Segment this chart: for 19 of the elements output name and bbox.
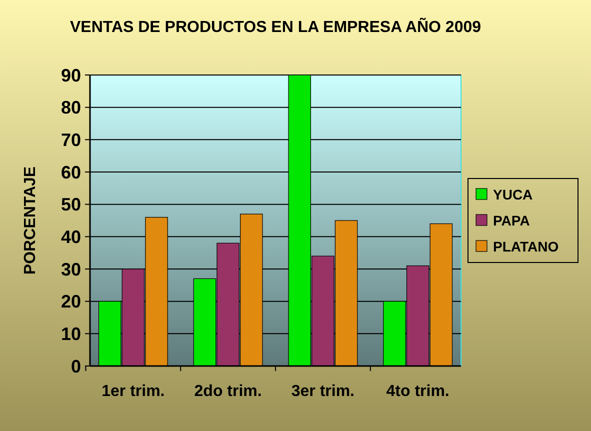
y-tick-label: 30	[60, 259, 81, 280]
y-tick-label: 50	[60, 194, 81, 215]
x-tick-label: 4to trim.	[386, 383, 450, 400]
legend-label: PAPA	[493, 212, 530, 228]
x-tick-label: 2do trim.	[194, 383, 262, 400]
y-tick-label: 40	[60, 226, 81, 247]
x-tick-label: 3er trim.	[291, 383, 355, 400]
x-tick-label: 1er trim.	[102, 383, 165, 400]
y-tick-label: 20	[60, 292, 81, 312]
y-tick-label: 80	[60, 98, 81, 118]
y-tick-label: 0	[70, 356, 81, 376]
legend-label: YUCA	[493, 186, 533, 202]
y-tick-label: 60	[60, 162, 81, 182]
y-tick-label: 90	[60, 65, 81, 86]
y-axis-title: PORCENTAJE	[22, 166, 39, 275]
y-tick-label: 10	[60, 324, 81, 344]
chart-title: VENTAS DE PRODUCTOS EN LA EMPRESA AÑO 2009	[70, 17, 482, 36]
legend-label: PLATANO	[493, 238, 559, 254]
y-tick-label: 70	[60, 130, 81, 150]
